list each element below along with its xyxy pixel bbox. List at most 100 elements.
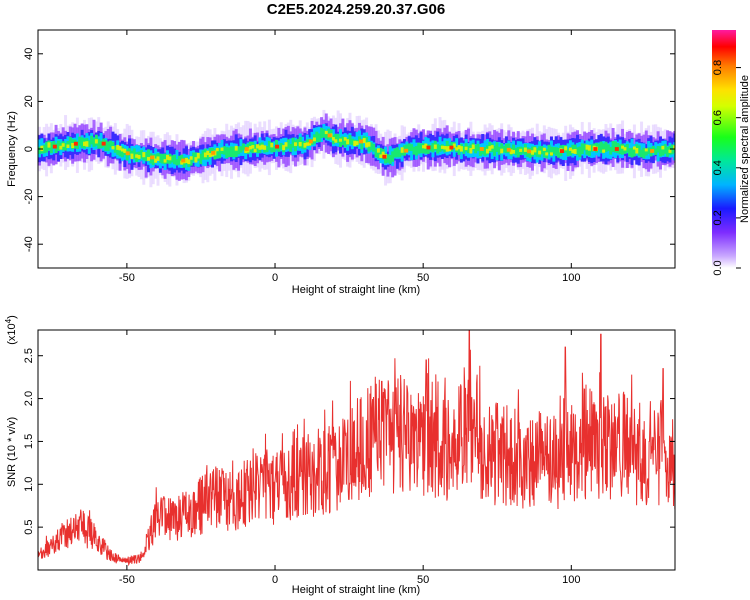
heatmap-cell [66,144,70,149]
heatmap-cell [365,142,369,148]
heatmap-cell [663,144,667,154]
heatmap-cell [438,145,442,152]
heatmap-cell [467,145,470,153]
heatmap-cell [52,141,56,148]
heatmap-cell [365,136,369,146]
heatmap-cell [229,146,233,158]
heatmap-cell [80,137,84,148]
heatmap-cell [421,143,425,154]
heatmap-cell [94,139,98,144]
heatmap-cell [606,143,610,159]
heatmap-cell [455,138,459,153]
heatmap-cell [189,156,193,166]
heatmap-cell [165,154,169,160]
heatmap-cell [170,155,174,163]
heatmap-cell [412,146,416,155]
heatmap-cell [308,139,313,144]
heatmap-cell [644,148,648,156]
x-tick-label: -50 [119,272,135,284]
heatmap-cell [196,153,200,159]
heatmap-cell [232,146,236,158]
heatmap-cell [291,137,295,148]
heatmap-cell [578,146,582,158]
heatmap-cell [362,137,366,144]
heatmap-cell [654,148,658,155]
heatmap-cell [142,152,146,158]
heatmap-cell [640,149,644,158]
heatmap-cell [602,143,606,154]
heatmap-cell [535,148,539,157]
heatmap-cell [237,146,241,155]
heatmap-cell [564,146,568,151]
heatmap-cell [476,143,480,152]
heatmap-cell [346,139,350,145]
heatmap-cell [123,148,127,153]
heatmap-cell [320,127,324,139]
heatmap-cell [404,148,409,153]
heatmap-cell [500,143,504,152]
heatmap-cell [343,137,347,141]
heatmap-cell [336,134,340,144]
heatmap-cell [376,148,380,153]
heatmap-cell [47,142,51,148]
heatmap-cell [549,152,553,156]
heatmap-cell [452,141,456,157]
heatmap-cell [540,146,544,155]
colorbar-tick-label: 0.6 [712,110,724,125]
heatmap-cell [298,141,302,147]
heatmap-cell [509,149,513,155]
heatmap-cell [606,144,610,151]
heatmap-cell [175,159,179,166]
heatmap-cell [71,142,75,149]
heatmap-cell [120,148,124,152]
heatmap-cell [590,144,594,152]
heatmap-cell [628,148,632,157]
heatmap-cell [436,143,440,154]
top-x-axis-label: Height of straight line (km) [292,284,420,296]
heatmap-cell [40,145,44,152]
heatmap-cell [239,146,243,153]
heatmap-cell [154,158,158,163]
heatmap-cell [571,144,575,154]
bottom-plot-frame [37,329,676,571]
heatmap-cell [426,145,431,150]
heatmap-cell [521,147,525,154]
heatmap-cell [488,146,492,151]
heatmap-cell [194,157,198,163]
heatmap-cell [317,133,321,143]
heatmap-cell [386,154,390,163]
heatmap-cell [457,145,461,155]
heatmap-cell [151,154,155,166]
heatmap-cell [163,159,167,163]
heatmap-cell [241,143,245,151]
heatmap-cell [414,146,418,156]
heatmap-cell [187,159,191,165]
heatmap-cell [400,147,404,153]
heatmap-cell [433,144,437,149]
heatmap-cell [512,149,516,154]
heatmap-cell [372,143,376,152]
heatmap-cell [348,134,352,145]
chart-title: C2E5.2024.259.20.37.G06 [267,1,445,18]
heatmap-cell [296,138,300,147]
heatmap-cell [604,141,608,153]
heatmap-cell [173,154,177,165]
heatmap-cell [132,148,136,160]
heatmap-cell [597,143,601,150]
heatmap-cell [464,146,468,151]
heatmap-cell [542,147,546,158]
heatmap-cell [471,144,475,150]
heatmap-cell [165,157,169,164]
heatmap-cell [519,148,523,152]
heatmap-cell [331,137,335,141]
heatmap-cell [92,138,96,147]
heatmap-cell [227,147,231,158]
heatmap-cell [181,158,186,163]
colorbar: 0.0 0.2 0.4 0.6 0.8 Normalized spectral ampl… [712,30,750,276]
heatmap-cell [147,149,151,160]
heatmap-cell [417,142,421,154]
heatmap-cell [324,131,328,139]
heatmap-cell [52,143,56,154]
heatmap-cell [661,145,665,150]
heatmap-cell [614,147,619,151]
